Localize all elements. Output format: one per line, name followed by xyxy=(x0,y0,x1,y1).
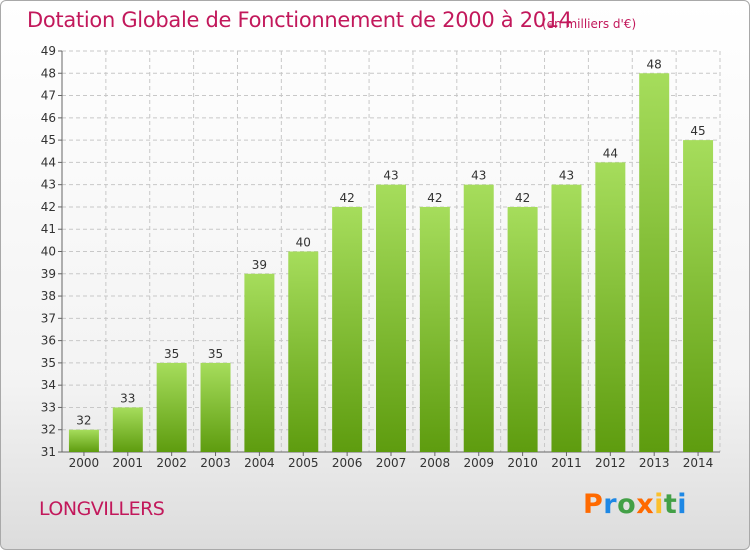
data-label: 44 xyxy=(603,146,618,160)
bar-2005 xyxy=(288,251,319,452)
x-tick-label: 2008 xyxy=(420,456,451,470)
x-tick-label: 2005 xyxy=(288,456,319,470)
y-tick-label: 48 xyxy=(41,66,56,80)
logo-letter: P xyxy=(583,489,604,520)
x-tick-label: 2002 xyxy=(156,456,187,470)
data-label: 42 xyxy=(339,191,354,205)
bar-2001 xyxy=(112,407,143,452)
y-tick-label: 42 xyxy=(41,200,56,214)
bar-2010 xyxy=(507,206,538,452)
y-tick-label: 33 xyxy=(41,400,56,414)
bar-2013 xyxy=(639,73,670,453)
y-tick-label: 32 xyxy=(41,423,56,437)
y-tick-label: 36 xyxy=(41,334,56,348)
logo-letter: o xyxy=(617,489,637,520)
data-label: 40 xyxy=(296,236,311,250)
bar-2012 xyxy=(595,162,626,452)
data-label: 35 xyxy=(208,347,223,361)
y-tick-label: 49 xyxy=(41,44,56,58)
y-tick-label: 40 xyxy=(41,245,56,259)
x-tick-label: 2014 xyxy=(683,456,714,470)
data-label: 39 xyxy=(252,258,267,272)
proxiti-logo: Proxiti xyxy=(583,489,687,520)
y-tick-label: 31 xyxy=(41,445,56,459)
bar-2000 xyxy=(68,429,99,452)
y-tick-label: 35 xyxy=(41,356,56,370)
bar-2006 xyxy=(332,206,363,452)
data-label: 45 xyxy=(690,124,705,138)
y-tick-label: 37 xyxy=(41,311,56,325)
x-tick-label: 2000 xyxy=(69,456,100,470)
x-tick-label: 2007 xyxy=(376,456,407,470)
data-label: 32 xyxy=(76,414,91,428)
data-label: 48 xyxy=(647,57,662,71)
data-label: 42 xyxy=(427,191,442,205)
bar-2004 xyxy=(244,273,275,452)
y-tick-label: 46 xyxy=(41,111,56,125)
bar-2002 xyxy=(156,362,187,452)
bars xyxy=(68,73,714,453)
x-tick-label: 2009 xyxy=(463,456,494,470)
unit-note: (en milliers d'€) xyxy=(542,17,637,31)
x-tick-label: 2004 xyxy=(244,456,275,470)
logo-letter: i xyxy=(677,489,688,520)
x-tick-label: 2003 xyxy=(200,456,231,470)
logo-letter: r xyxy=(603,489,618,520)
bar-2008 xyxy=(419,206,450,452)
data-labels: 32 33 35 35 39 40 42 43 42 43 42 43 44 48 45 xyxy=(76,57,705,427)
bar-2011 xyxy=(551,184,582,452)
commune-name: LONGVILLERS xyxy=(39,498,165,520)
y-tick-label: 43 xyxy=(41,178,56,192)
y-tick-label: 38 xyxy=(41,289,56,303)
logo-letter: x xyxy=(636,489,655,520)
y-tick-label: 39 xyxy=(41,267,56,281)
data-label: 42 xyxy=(515,191,530,205)
data-label: 43 xyxy=(383,169,398,183)
y-tick-label: 45 xyxy=(41,133,56,147)
y-tick-label: 34 xyxy=(41,378,56,392)
data-label: 43 xyxy=(559,169,574,183)
data-label: 35 xyxy=(164,347,179,361)
x-tick-label: 2006 xyxy=(332,456,363,470)
y-tick-label: 47 xyxy=(41,89,56,103)
y-tick-label: 44 xyxy=(41,155,56,169)
bar-2007 xyxy=(376,184,406,452)
bar-2003 xyxy=(200,362,231,452)
data-label: 33 xyxy=(120,391,135,405)
x-tick-label: 2011 xyxy=(551,456,582,470)
data-label: 43 xyxy=(471,169,486,183)
chart-title: Dotation Globale de Fonctionnement de 20… xyxy=(27,8,572,32)
x-tick-label: 2013 xyxy=(639,456,670,470)
y-tick-label: 41 xyxy=(41,222,56,236)
bar-2014 xyxy=(683,140,714,452)
x-tick-label: 2001 xyxy=(113,456,144,470)
x-tick-label: 2010 xyxy=(507,456,538,470)
bar-2009 xyxy=(463,184,494,452)
logo-letter: i xyxy=(654,489,664,520)
x-tick-label: 2012 xyxy=(595,456,626,470)
logo-letter: t xyxy=(663,489,678,520)
